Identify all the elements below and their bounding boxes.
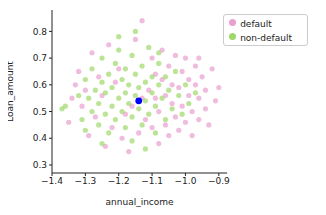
html-text:non-default: non-default: [240, 33, 292, 43]
svg-text:0.6: 0.6: [33, 80, 48, 90]
svg-text:−1.3: −1.3: [74, 176, 96, 186]
svg-text:−0.9: −0.9: [208, 176, 230, 186]
svg-text:0.5: 0.5: [33, 107, 47, 117]
svg-text:−1.0: −1.0: [175, 176, 197, 186]
svg-text:−1.2: −1.2: [108, 176, 130, 186]
html-text:default: default: [240, 19, 272, 29]
svg-text:0.3: 0.3: [33, 160, 47, 170]
svg-text:Loan_amount: Loan_amount: [8, 61, 15, 122]
svg-text:0.7: 0.7: [33, 53, 47, 63]
svg-text:−1.1: −1.1: [141, 176, 163, 186]
svg-text:annual_income: annual_income: [106, 197, 175, 207]
svg-text:0.8: 0.8: [33, 27, 48, 37]
svg-text:0.4: 0.4: [33, 133, 48, 143]
svg-text:−1.4: −1.4: [41, 176, 63, 186]
